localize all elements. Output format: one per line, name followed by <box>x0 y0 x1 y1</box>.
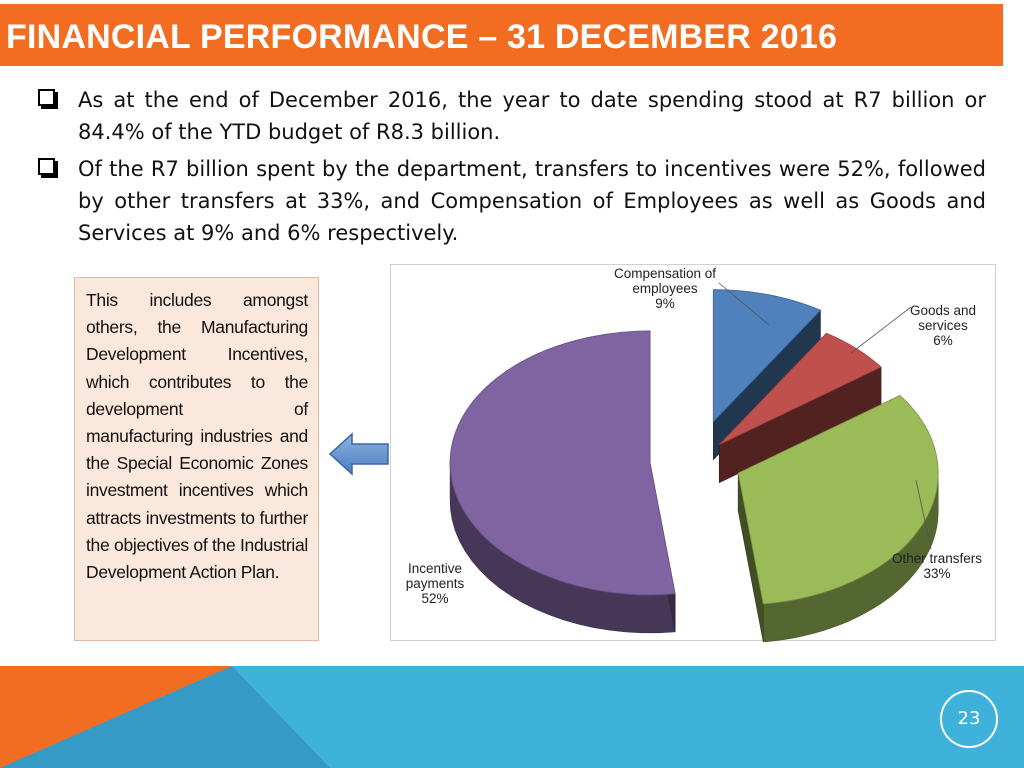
incentives-callout-box: This includes amongst others, the Manufa… <box>74 277 319 641</box>
pie-slice-3 <box>449 330 676 596</box>
bullet-item: As at the end of December 2016, the year… <box>38 84 986 148</box>
slice-name-label: Goods and <box>910 303 976 318</box>
slice-name-label: payments <box>406 576 465 591</box>
bullet-item: Of the R7 billion spent by the departmen… <box>38 153 986 249</box>
slice-name-label: services <box>918 318 968 333</box>
pie-slice-1 <box>718 332 882 446</box>
leader-line <box>850 306 912 354</box>
title-bar: FINANCIAL PERFORMANCE – 31 DECEMBER 2016 <box>0 4 1003 66</box>
pie-chart-frame: Compensation of employees 9% Goods and servi… <box>390 264 996 642</box>
checkbox-bullet-icon <box>38 158 55 175</box>
slice-value-label: 52% <box>421 591 448 606</box>
slice-name-label: Compensation of <box>614 266 716 281</box>
checkbox-bullet-icon <box>38 89 55 106</box>
slice-name-label: Other transfers <box>892 551 982 566</box>
leader-line <box>915 479 932 550</box>
slice-value-label: 9% <box>655 296 675 311</box>
bullet-text: As at the end of December 2016, the year… <box>78 88 986 144</box>
page-number: 23 <box>940 690 998 748</box>
leader-line <box>718 282 770 326</box>
slice-value-label: 6% <box>933 333 953 348</box>
slice-value-label: 33% <box>923 566 950 581</box>
footer-band <box>0 666 1024 768</box>
bullet-text: Of the R7 billion spent by the departmen… <box>78 157 986 245</box>
pie-slice-0 <box>712 289 822 423</box>
slide-title: FINANCIAL PERFORMANCE – 31 DECEMBER 2016 <box>6 18 838 56</box>
bullet-list: As at the end of December 2016, the year… <box>38 84 986 254</box>
slice-name-label: Incentive <box>408 561 462 576</box>
slice-name-label: employees <box>632 281 698 296</box>
left-arrow-icon <box>328 432 389 476</box>
pie-slice-2 <box>737 394 939 605</box>
